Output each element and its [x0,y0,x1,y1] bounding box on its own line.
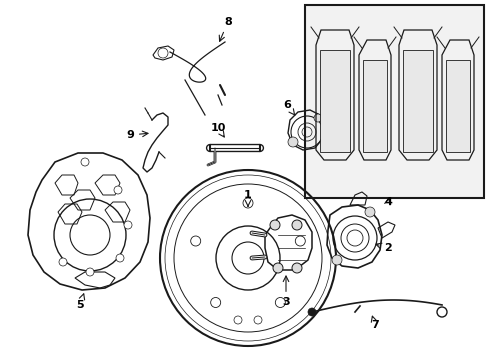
Circle shape [86,268,94,276]
Circle shape [81,158,89,166]
Text: 5: 5 [76,294,84,310]
Circle shape [243,198,252,208]
Text: 4: 4 [383,197,391,207]
Text: 1: 1 [244,190,251,206]
Circle shape [124,221,132,229]
Circle shape [436,307,446,317]
Text: 10: 10 [210,123,225,137]
Circle shape [291,263,302,273]
Circle shape [114,186,122,194]
Circle shape [313,114,321,122]
Circle shape [331,255,341,265]
Text: 3: 3 [282,276,289,307]
Circle shape [272,263,283,273]
Circle shape [364,207,374,217]
Bar [305,5,483,198]
Circle shape [59,258,67,266]
Bar [445,60,469,152]
Text: 2: 2 [375,243,391,253]
Circle shape [116,254,124,262]
Circle shape [295,236,305,246]
Bar [362,60,386,152]
Text: 9: 9 [126,130,148,140]
Circle shape [234,316,242,324]
Circle shape [287,137,297,147]
Circle shape [307,308,315,316]
Text: 6: 6 [283,100,294,115]
Text: 7: 7 [370,316,378,330]
Circle shape [190,236,200,246]
Bar [319,50,349,152]
Bar [402,50,432,152]
Circle shape [275,297,285,307]
Circle shape [291,220,302,230]
Circle shape [210,297,220,307]
Text: 8: 8 [219,17,231,41]
Circle shape [269,220,280,230]
Circle shape [253,316,262,324]
